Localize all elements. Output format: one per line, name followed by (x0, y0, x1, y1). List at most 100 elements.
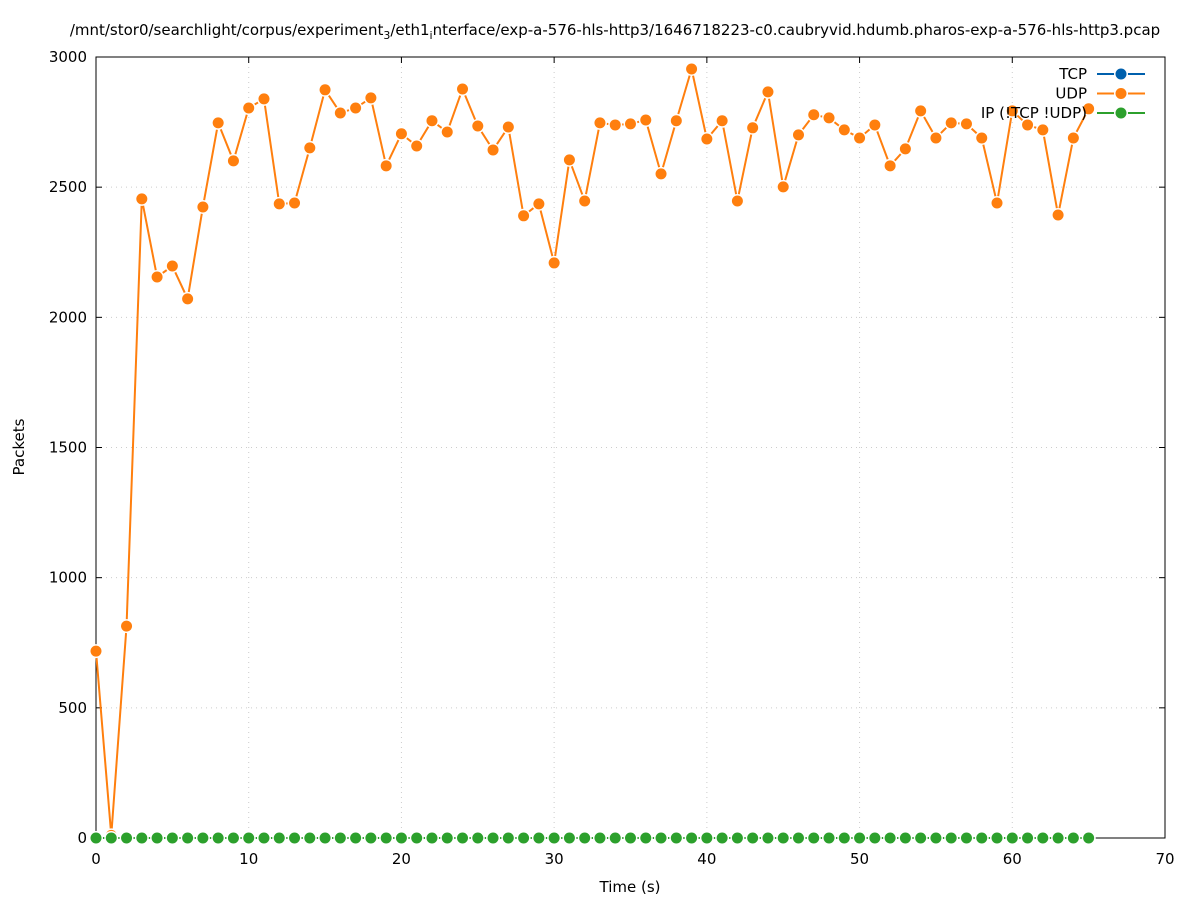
data-point (166, 260, 178, 272)
data-point (899, 143, 911, 155)
data-point (136, 832, 148, 844)
data-point (1006, 832, 1018, 844)
data-point (731, 195, 743, 207)
data-point (90, 645, 102, 657)
title-part: 3 (383, 29, 390, 42)
data-point (1052, 209, 1064, 221)
data-point (182, 293, 194, 305)
legend-marker (1115, 88, 1127, 99)
data-point (1006, 105, 1018, 117)
data-point (273, 832, 285, 844)
data-point (625, 832, 636, 844)
data-point (991, 197, 1003, 209)
data-point (670, 832, 682, 844)
title-part: /eth1 (390, 21, 429, 39)
data-point (197, 832, 209, 844)
data-point (411, 832, 423, 844)
data-point (930, 832, 942, 844)
data-point (930, 132, 942, 144)
data-point (166, 832, 178, 844)
data-point (701, 133, 713, 145)
data-point (533, 198, 545, 210)
data-point (380, 160, 392, 172)
data-point (487, 832, 499, 844)
data-point (502, 832, 514, 844)
title-part: i (430, 29, 433, 42)
data-point (579, 195, 591, 207)
y-axis-label: Packets (10, 418, 28, 475)
data-point (777, 832, 789, 844)
data-point (212, 832, 224, 844)
data-point (426, 832, 438, 844)
data-point (487, 144, 499, 156)
data-point (792, 129, 804, 141)
data-point (334, 832, 346, 844)
data-point (869, 119, 881, 131)
data-point (334, 107, 346, 119)
data-point (670, 115, 682, 127)
data-point (304, 832, 316, 844)
data-point (518, 832, 530, 844)
data-point (395, 832, 407, 844)
data-point (441, 126, 453, 138)
data-point (1052, 832, 1064, 844)
data-point (365, 92, 377, 104)
data-point (289, 197, 301, 209)
data-point (884, 832, 896, 844)
data-point (563, 154, 575, 166)
data-point (808, 832, 820, 844)
data-point (457, 832, 469, 844)
data-point (472, 832, 484, 844)
data-point (594, 832, 606, 844)
data-point (762, 832, 774, 844)
data-point (609, 119, 621, 131)
data-point (945, 117, 957, 129)
data-point (716, 115, 728, 127)
data-point (884, 160, 896, 172)
y-tick-label: 2000 (49, 308, 87, 326)
data-point (350, 832, 362, 844)
data-point (227, 155, 239, 167)
data-point (945, 832, 957, 844)
data-point (518, 210, 530, 222)
data-point (319, 84, 331, 96)
data-point (762, 86, 774, 98)
data-point (289, 832, 301, 844)
ticks: 0 10 20 30 40 50 60 70 0 500 1000 1500 2000 2500 3000 (49, 48, 1175, 868)
data-point (502, 121, 514, 133)
data-point (1083, 103, 1095, 115)
x-tick-label: 40 (697, 850, 716, 868)
y-tick-label: 1000 (49, 569, 87, 587)
data-point (227, 832, 239, 844)
x-axis-label: Time (s) (599, 878, 661, 896)
data-point (121, 832, 133, 844)
y-tick-label: 1500 (49, 439, 87, 457)
legend-marker (1115, 68, 1127, 80)
data-point (319, 832, 331, 844)
data-point (1037, 832, 1049, 844)
data-point (90, 832, 102, 844)
data-point (411, 140, 423, 152)
data-point (365, 832, 377, 844)
data-point (976, 832, 988, 844)
data-point (640, 832, 652, 844)
data-point (457, 83, 469, 95)
data-point (655, 832, 667, 844)
x-tick-label: 60 (1003, 850, 1022, 868)
data-point (915, 105, 927, 117)
x-tick-label: 20 (392, 850, 411, 868)
data-point (258, 832, 270, 844)
data-point (747, 122, 759, 134)
data-point (915, 832, 927, 844)
y-tick-label: 500 (58, 699, 87, 717)
series-layer (89, 61, 1096, 845)
legend-marker (1115, 107, 1127, 119)
data-point (1022, 832, 1034, 844)
x-tick-label: 10 (239, 850, 258, 868)
series-line (95, 68, 1090, 836)
data-point (686, 63, 698, 75)
data-point (151, 832, 163, 844)
data-point (640, 114, 652, 126)
data-point (426, 115, 438, 127)
x-tick-label: 50 (850, 850, 869, 868)
